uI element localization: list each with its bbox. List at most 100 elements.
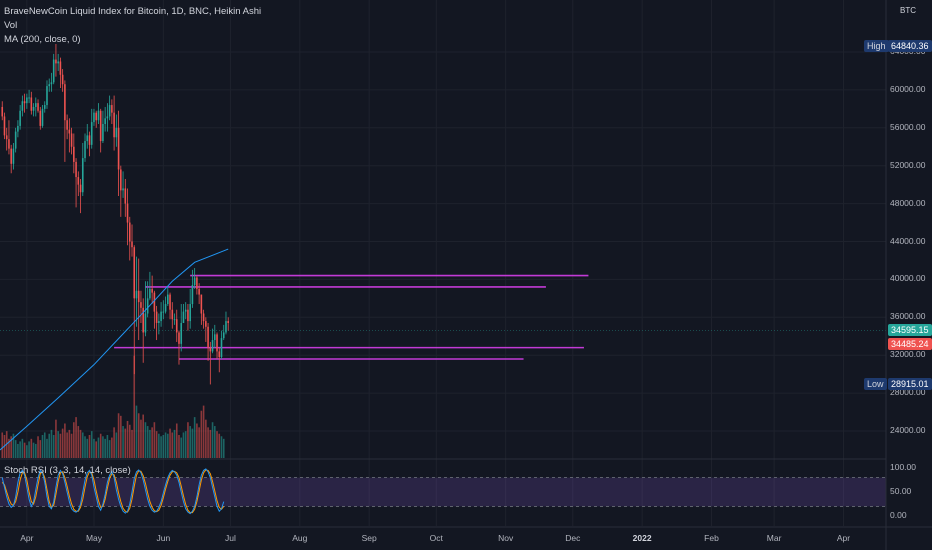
time-tick-label: Apr (836, 533, 851, 543)
candle-body (61, 74, 64, 85)
candle-body (34, 103, 37, 107)
volume-legend: Vol (4, 20, 18, 31)
candle-body (167, 294, 169, 305)
candle-body (52, 59, 55, 83)
candle-body (200, 294, 203, 314)
candle-body (122, 188, 124, 191)
volume-bar (46, 438, 48, 458)
candle-body (225, 321, 227, 333)
low-label: Low (864, 378, 887, 390)
candle-body (155, 311, 158, 323)
candle-body (160, 311, 162, 322)
candle-body (50, 82, 53, 85)
candle-body (57, 61, 59, 64)
candle-body (73, 146, 75, 162)
candle-body (99, 110, 102, 142)
candle-body (3, 116, 6, 136)
volume-bar (126, 420, 129, 458)
candle-body (187, 309, 189, 322)
candle-body (169, 294, 171, 310)
candle-body (86, 135, 89, 142)
candle-body (97, 110, 100, 121)
volume-bar (21, 438, 24, 458)
candlesticks (1, 44, 230, 385)
candle-body (68, 129, 71, 134)
volume-bar (117, 413, 120, 458)
volume-bar (211, 422, 214, 458)
candle-body (189, 304, 191, 322)
candle-body (106, 116, 109, 119)
candle-body (55, 59, 57, 64)
volume-bar (97, 437, 100, 458)
price-tick-label: 36000.00 (890, 311, 926, 322)
candle-body (146, 298, 149, 314)
volume-bar (37, 436, 39, 458)
volume-bar (43, 432, 46, 458)
candle-body (77, 177, 80, 185)
candle-body (37, 103, 39, 111)
candle-body (164, 304, 167, 312)
candle-body (104, 118, 106, 125)
currency-label: BTC (900, 6, 916, 15)
volume-bar (57, 431, 59, 458)
chart-title: BraveNewCoin Liquid Index for Bitcoin, 1… (4, 6, 262, 17)
volume-bar (140, 419, 142, 458)
price-tick-label: 56000.00 (890, 121, 926, 132)
candle-body (227, 321, 230, 323)
volume-bar (218, 433, 221, 458)
volume-bar (111, 437, 113, 458)
volume-bar (113, 427, 115, 458)
candle-body (23, 101, 26, 104)
candle-body (196, 277, 198, 289)
volume-bar (75, 417, 77, 458)
candle-body (21, 101, 24, 111)
volume-bar (146, 426, 149, 458)
volume-bar (90, 431, 93, 458)
time-tick-label: Sep (361, 533, 377, 543)
volume-bar (14, 440, 17, 458)
volume-bar (169, 428, 171, 458)
candle-body (41, 108, 44, 126)
volume-bar (209, 429, 212, 458)
price-tick-label: 52000.00 (890, 159, 926, 170)
volume-bar (142, 414, 144, 458)
candle-body (180, 322, 183, 344)
stoch-tick-label: 50.00 (890, 486, 912, 496)
price-tick-label: 24000.00 (890, 425, 926, 435)
volume-bar (155, 431, 158, 458)
candle-body (198, 288, 200, 295)
candle-body (126, 203, 129, 223)
volume-bar (81, 432, 84, 458)
stoch-rsi-legend: Stoch RSI (3, 3, 14, 14, close) (4, 465, 131, 476)
volume-bar (108, 440, 111, 458)
candle-body (108, 105, 111, 117)
candle-body (137, 290, 140, 303)
volume-bar (200, 410, 203, 458)
volume-bar (137, 413, 140, 458)
price-tick-label: 48000.00 (890, 197, 926, 208)
candle-body (17, 125, 19, 132)
candle-body (142, 307, 144, 333)
candle-body (193, 277, 196, 286)
candle-body (14, 131, 17, 149)
time-tick-label: Feb (704, 533, 719, 543)
candle-body (115, 127, 118, 138)
horizontal-lines[interactable] (0, 274, 886, 360)
candle-body (205, 321, 207, 327)
candle-body (140, 302, 142, 308)
candle-body (184, 309, 187, 312)
candle-body (171, 309, 174, 320)
time-tick-label: Jun (156, 533, 171, 543)
volume-bar (220, 436, 223, 458)
time-tick-label: Apr (20, 533, 34, 543)
candle-body (144, 313, 147, 333)
candle-body (70, 133, 73, 147)
low-value-badge: 28915.01 (888, 378, 932, 390)
volume-bar (79, 429, 82, 458)
candle-body (124, 188, 127, 204)
candle-body (79, 184, 82, 193)
candle-body (211, 340, 214, 352)
volume-bar (68, 429, 71, 458)
